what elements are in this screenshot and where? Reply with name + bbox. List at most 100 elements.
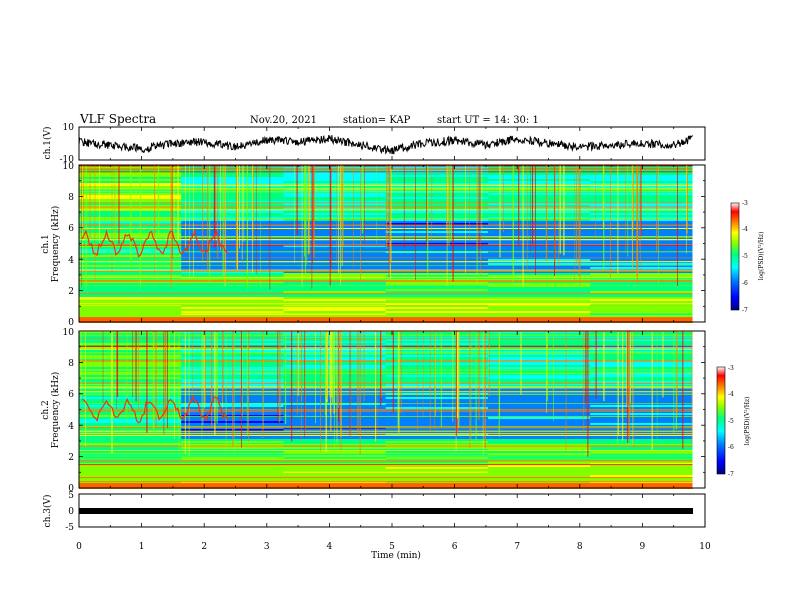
spectrogram-cell (181, 307, 284, 309)
spectrogram-cell (385, 259, 489, 261)
spectrogram-cell (590, 371, 693, 373)
spectrogram-cell (590, 273, 693, 275)
spectrogram-cell (283, 249, 387, 251)
spectrogram-cell (385, 211, 489, 213)
spectrogram-cell (181, 277, 284, 279)
spectrogram-cell (79, 279, 182, 281)
spectrogram-cell (283, 465, 387, 467)
spectrogram-cell (79, 309, 182, 311)
spectrogram-cell (79, 297, 182, 299)
spectrogram-cell (590, 297, 693, 299)
spectrogram-cell (181, 313, 284, 315)
spectrogram-cell (488, 389, 591, 391)
spectrogram-cell (181, 469, 284, 471)
spectrogram-cell (590, 249, 693, 251)
spectrogram-cell (283, 351, 387, 353)
ch1-colorbar-tick-m6: -6 (742, 280, 748, 287)
spectrogram-cell (488, 431, 591, 433)
spectrogram-cell (590, 367, 693, 369)
spectrogram-cell (181, 259, 284, 261)
spectrogram-cell (181, 275, 284, 277)
spectrogram-cell (385, 173, 489, 175)
spectrogram-cell (590, 383, 693, 385)
spectrogram-cell (181, 311, 284, 313)
spectrogram-cell (283, 431, 387, 433)
spectrogram-cell (488, 333, 591, 335)
spectrogram-cell (590, 279, 693, 281)
spectrogram-cell (385, 207, 489, 209)
spectrogram-cell (488, 349, 591, 351)
spectrogram-cell (283, 479, 387, 481)
spectrogram-cell (590, 381, 693, 383)
spectrogram-cell (79, 449, 182, 451)
spectrogram-cell (488, 203, 591, 205)
spectrogram-cell (385, 179, 489, 181)
x-tick-9: 9 (640, 542, 646, 552)
spectrogram-cell (79, 343, 182, 345)
spectrogram-cell (488, 213, 591, 215)
spectrogram-cell (181, 457, 284, 459)
spectrogram-blank (692, 331, 705, 488)
spectrogram-cell (181, 207, 284, 209)
spectrogram-cell (283, 447, 387, 449)
spectrogram-cell (181, 463, 284, 465)
spectrogram-cell (283, 441, 387, 443)
spectrogram-cell (488, 407, 591, 409)
spectrogram-cell (181, 201, 284, 203)
spectrogram-cell (488, 413, 591, 415)
spectrogram-cell (79, 339, 182, 341)
spectrogram-cell (590, 207, 693, 209)
spectrogram-cell (79, 411, 182, 413)
spectrogram-cell (488, 361, 591, 363)
spectrogram-cell (79, 367, 182, 369)
spectrogram-cell (283, 201, 387, 203)
spectrogram-cell (79, 371, 182, 373)
spectrogram-cell (488, 231, 591, 233)
spectrogram-cell (181, 295, 284, 297)
spectrogram-cell (283, 463, 387, 465)
spectrogram-cell (590, 271, 693, 273)
x-tick-5: 5 (389, 542, 395, 552)
spectrogram-cell (385, 395, 489, 397)
ch3-waveform-ylabel: ch.3(V) (42, 495, 53, 528)
spectrogram-cell (385, 307, 489, 309)
spectrogram-cell (488, 383, 591, 385)
spectrogram-cell (488, 451, 591, 453)
spectrogram-cell (79, 385, 182, 387)
x-tick-7: 7 (514, 542, 520, 552)
spectrogram-cell (283, 389, 387, 391)
spectrogram-cell (385, 311, 489, 313)
spectrogram-cell (385, 263, 489, 265)
spectrogram-cell (385, 413, 489, 415)
spectrogram-cell (590, 357, 693, 359)
spectrogram-cell (590, 461, 693, 463)
spectrogram-cell (181, 301, 284, 303)
spectrogram-cell (283, 355, 387, 357)
spectrogram-cell (283, 373, 387, 375)
spectrogram-cell (385, 183, 489, 185)
spectrogram-cell (79, 347, 182, 349)
spectrogram-cell (181, 225, 284, 227)
spectrogram-cell (385, 459, 489, 461)
spectrogram-cell (79, 453, 182, 455)
spectrogram-cell (385, 221, 489, 223)
spectrogram-cell (590, 447, 693, 449)
spectrogram-cell (488, 335, 591, 337)
spectrogram-cell (79, 395, 182, 397)
spectrogram-cell (488, 279, 591, 281)
spectrogram-cell (283, 379, 387, 381)
spectrogram-cell (181, 271, 284, 273)
spectrogram-cell (590, 475, 693, 477)
spectrogram-cell (79, 351, 182, 353)
spectrogram-cell (385, 417, 489, 419)
spectrogram-cell (590, 415, 693, 417)
spectrogram-cell (181, 297, 284, 299)
spectrogram-cell (488, 271, 591, 273)
spectrogram-cell (79, 341, 182, 343)
spectrogram-cell (283, 277, 387, 279)
spectrogram-cell (79, 407, 182, 409)
spectrogram-cell (385, 177, 489, 179)
spectrogram-cell (283, 371, 387, 373)
spectrogram-cell (488, 363, 591, 365)
spectrogram-cell (590, 229, 693, 231)
